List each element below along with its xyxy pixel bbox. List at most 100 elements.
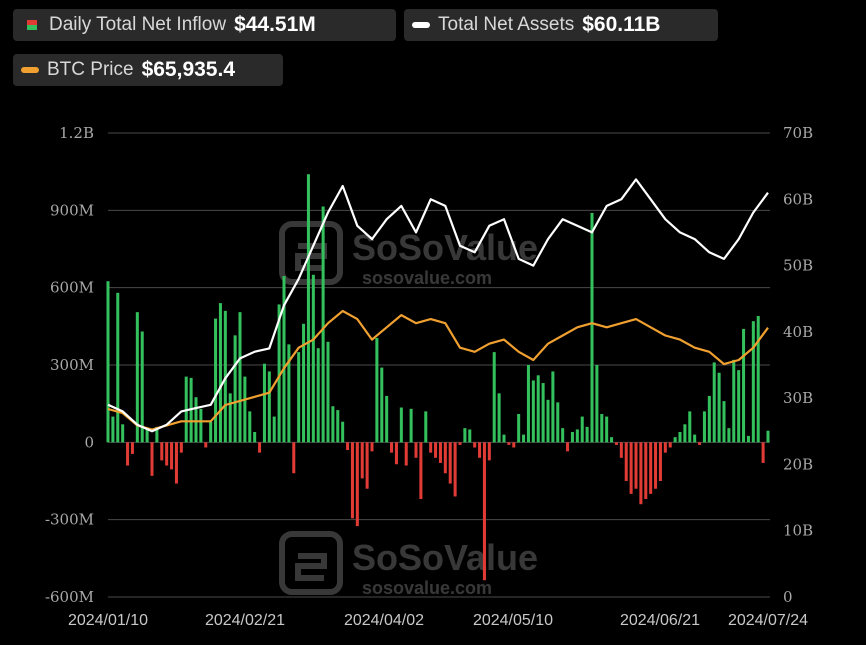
right-tick-label: 0 — [783, 588, 793, 606]
inflow-bar — [267, 371, 271, 443]
inflow-bar — [600, 413, 604, 443]
left-tick-label: 0 — [84, 433, 94, 451]
legend-btc-value: $65,935.4 — [141, 58, 236, 81]
inflow-bar — [605, 416, 609, 443]
left-tick-label: -300M — [45, 511, 94, 529]
legend-inflow-value: $44.51M — [234, 13, 316, 36]
inflow-bar — [414, 442, 418, 458]
inflow-bar — [614, 442, 618, 445]
legend-btc[interactable]: BTC Price $65,935.4 — [13, 54, 283, 86]
inflow-bar — [580, 416, 584, 443]
inflow-bar — [693, 434, 697, 443]
inflow-bar — [482, 442, 486, 581]
left-tick-label: 300M — [50, 356, 94, 374]
inflow-bar — [326, 341, 330, 443]
inflow-bar — [160, 442, 164, 461]
inflow-bar — [385, 395, 389, 443]
inflow-bar — [429, 442, 433, 453]
inflow-bar — [258, 442, 262, 453]
inflow-bar — [390, 442, 394, 453]
btc-line-swatch-icon — [21, 67, 39, 73]
legend-inflow[interactable]: Daily Total Net Inflow $44.51M — [13, 9, 396, 41]
inflow-bar — [478, 442, 482, 458]
inflow-bar — [610, 437, 614, 443]
inflow-bar — [399, 407, 403, 443]
inflow-bar — [761, 442, 765, 463]
inflow-bar — [463, 428, 467, 443]
right-tick-label: 30B — [783, 389, 813, 407]
inflow-bar — [370, 442, 374, 452]
inflow-bar — [282, 276, 286, 443]
inflow-bar — [302, 323, 306, 443]
inflow-bar — [448, 442, 452, 484]
inflow-bar — [473, 442, 477, 448]
inflow-bar — [566, 442, 570, 452]
inflow-bar — [380, 367, 384, 443]
inflow-bar — [619, 442, 623, 458]
inflow-bar — [624, 442, 628, 481]
inflow-bar — [272, 416, 276, 443]
inflow-bar — [316, 348, 320, 443]
inflow-bar — [595, 365, 599, 443]
inflow-bar — [130, 442, 134, 454]
left-axis: 1.2B 900M 600M 300M 0 -300M -600M — [45, 124, 94, 606]
watermark-brand: SoSoValue — [352, 227, 538, 268]
inflow-bar — [218, 303, 222, 443]
inflow-bar — [248, 411, 252, 443]
inflow-bar — [468, 429, 472, 443]
inflow-bar — [492, 352, 496, 443]
inflow-bar — [306, 174, 310, 443]
inflow-bar — [346, 442, 350, 451]
inflow-bar — [746, 435, 750, 443]
watermark-brand: SoSoValue — [352, 537, 538, 578]
inflow-bar — [737, 370, 741, 443]
inflow-bar — [453, 442, 457, 497]
watermark-site: sosovalue.com — [362, 578, 492, 598]
inflow-bar — [722, 401, 726, 443]
inflow-bar — [742, 328, 746, 443]
x-tick-label: 2024/05/10 — [473, 612, 553, 629]
inflow-bar — [262, 363, 266, 443]
inflow-bar — [419, 442, 423, 500]
inflow-bar — [238, 312, 242, 443]
right-tick-label: 20B — [783, 455, 813, 473]
inflow-bar — [135, 312, 139, 443]
inflow-bar — [629, 442, 633, 494]
inflow-bar — [365, 442, 369, 489]
x-tick-label: 2024/07/24 — [728, 612, 808, 629]
inflow-bar — [487, 442, 491, 461]
inflow-bar — [717, 372, 721, 443]
inflow-bar — [170, 442, 174, 470]
inflow-bar — [311, 274, 315, 443]
inflow-bar — [277, 304, 281, 443]
inflow-bar — [507, 442, 511, 445]
left-tick-label: 900M — [50, 201, 94, 219]
inflow-bar — [668, 442, 672, 448]
inflow-bar — [179, 442, 183, 453]
inflow-bar — [707, 395, 711, 443]
inflow-bar — [360, 442, 364, 479]
inflow-bar — [287, 344, 291, 443]
inflow-bar — [698, 442, 702, 445]
inflow-bar — [663, 442, 667, 453]
x-axis: 2024/01/10 2024/02/21 2024/04/02 2024/05/10… — [68, 612, 808, 629]
inflow-bar — [766, 430, 770, 443]
inflow-bar — [556, 402, 560, 443]
inflow-bar — [150, 442, 154, 476]
inflow-bar — [321, 206, 325, 443]
inflow-bar — [243, 376, 247, 443]
legend-assets[interactable]: Total Net Assets $60.11B — [404, 9, 718, 41]
btc-price-line — [107, 309, 769, 431]
assets-line-swatch-icon — [412, 22, 430, 28]
inflow-bar — [106, 281, 110, 443]
inflow-bar — [702, 411, 706, 443]
inflow-bar — [751, 321, 755, 443]
inflow-bar — [341, 421, 345, 443]
inflow-bar — [497, 393, 501, 443]
right-tick-label: 40B — [783, 323, 813, 341]
inflow-bar — [639, 442, 643, 505]
inflow-swatch-icon — [27, 20, 37, 30]
line-series — [107, 178, 769, 433]
left-tick-label: 600M — [50, 279, 94, 297]
